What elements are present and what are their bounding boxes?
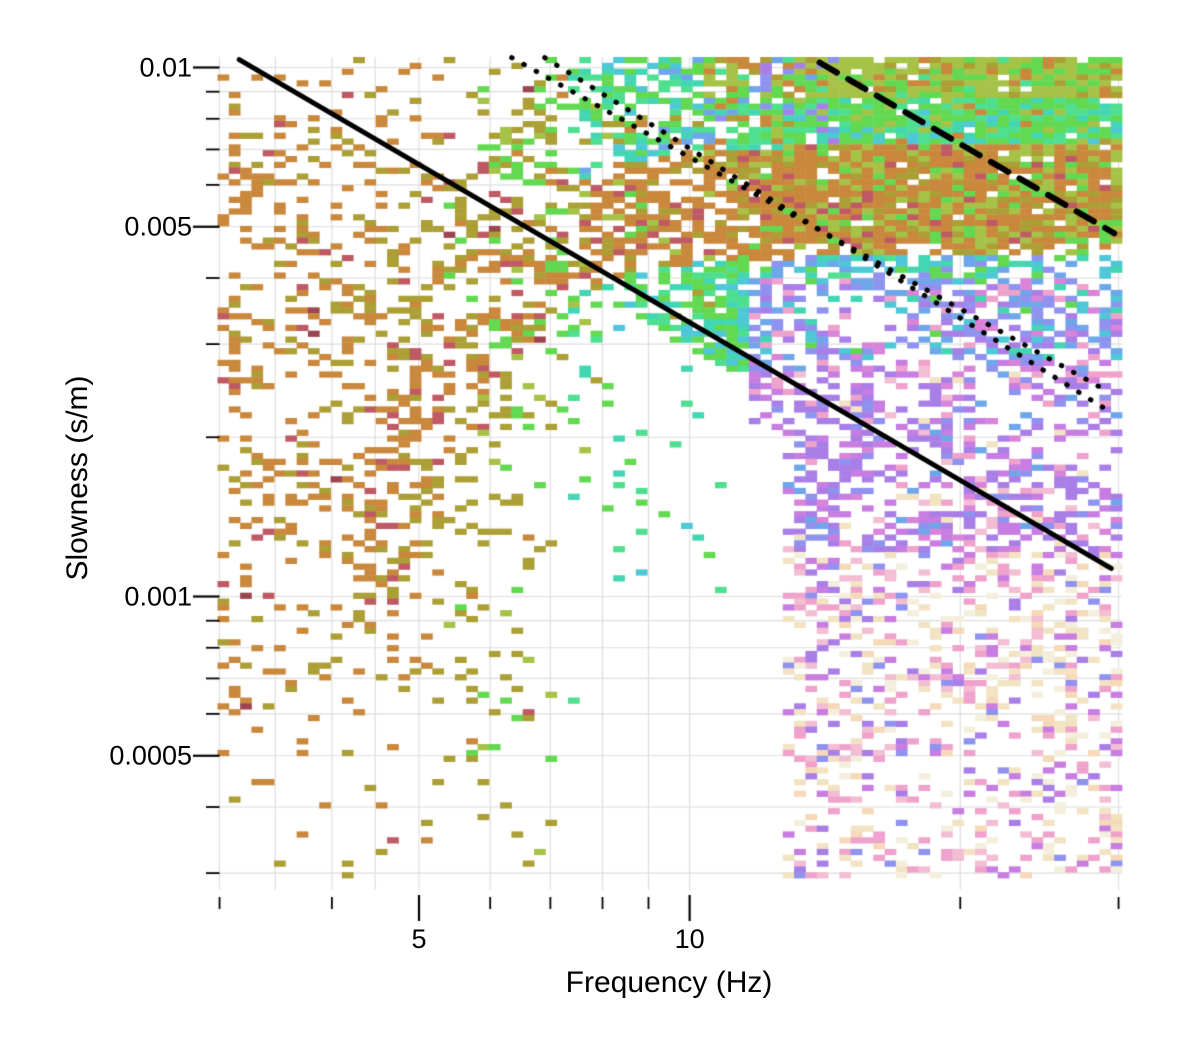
y-tick-label: 0.01: [139, 52, 192, 82]
x-tick-label: 5: [411, 924, 427, 954]
y-tick-label: 0.005: [124, 211, 192, 242]
y-axis-title: Slowness (s/m): [61, 375, 94, 581]
y-tick-label: 0.001: [124, 581, 192, 611]
x-tick-label: 10: [674, 924, 705, 954]
x-axis-title: Frequency (Hz): [565, 966, 773, 999]
y-tick-label: 0.0005: [109, 740, 192, 771]
